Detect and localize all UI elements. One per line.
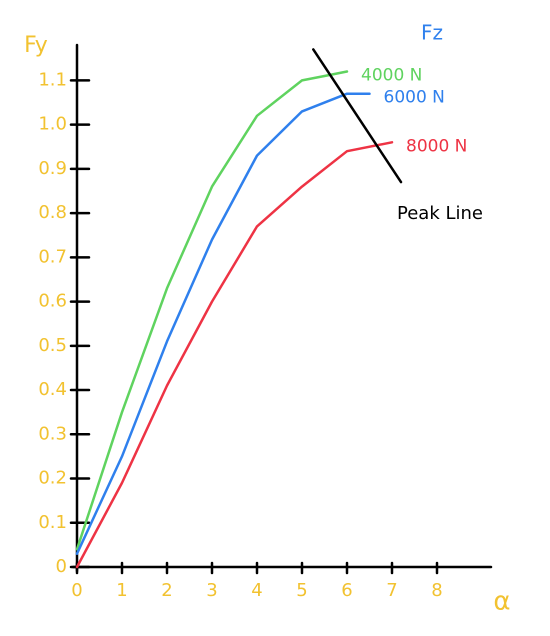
x-axis-label: α [493,587,510,617]
x-tick-label: 0 [71,580,82,601]
x-tick-label: 3 [206,580,217,601]
y-tick-label: 0.9 [38,158,67,179]
y-tick-label: 0.3 [38,423,67,444]
x-tick-label: 7 [386,580,397,601]
legend-label: 4000 N [361,66,422,86]
y-tick-label: 1.1 [38,69,67,90]
y-axis-label: Fy [24,33,48,58]
series-line [75,70,349,551]
legend-title: Fz [421,21,443,45]
y-tick-label: 0.1 [38,512,67,533]
peak-line [312,48,403,184]
y-tick-label: 0.2 [38,468,67,489]
y-tick-label: 0.6 [38,291,67,312]
legend-label: 6000 N [384,88,445,108]
x-tick-label: 8 [431,580,442,601]
x-tick-label: 4 [251,580,262,601]
y-tick-label: 0.4 [38,379,67,400]
x-tick-label: 1 [116,580,127,601]
x-tick-label: 2 [161,580,172,601]
y-tick-label: 0.5 [38,335,67,356]
y-tick-label: 0.7 [38,246,67,267]
series-line [75,92,371,555]
x-tick-label: 5 [296,580,307,601]
series-line [75,141,394,569]
y-tick-label: 0.8 [38,202,67,223]
y-tick-label: 1.0 [38,114,67,135]
annotation-label: Peak Line [397,203,483,224]
y-tick-label: 0 [56,556,67,577]
x-tick-label: 6 [341,580,352,601]
legend-label: 8000 N [406,136,467,156]
